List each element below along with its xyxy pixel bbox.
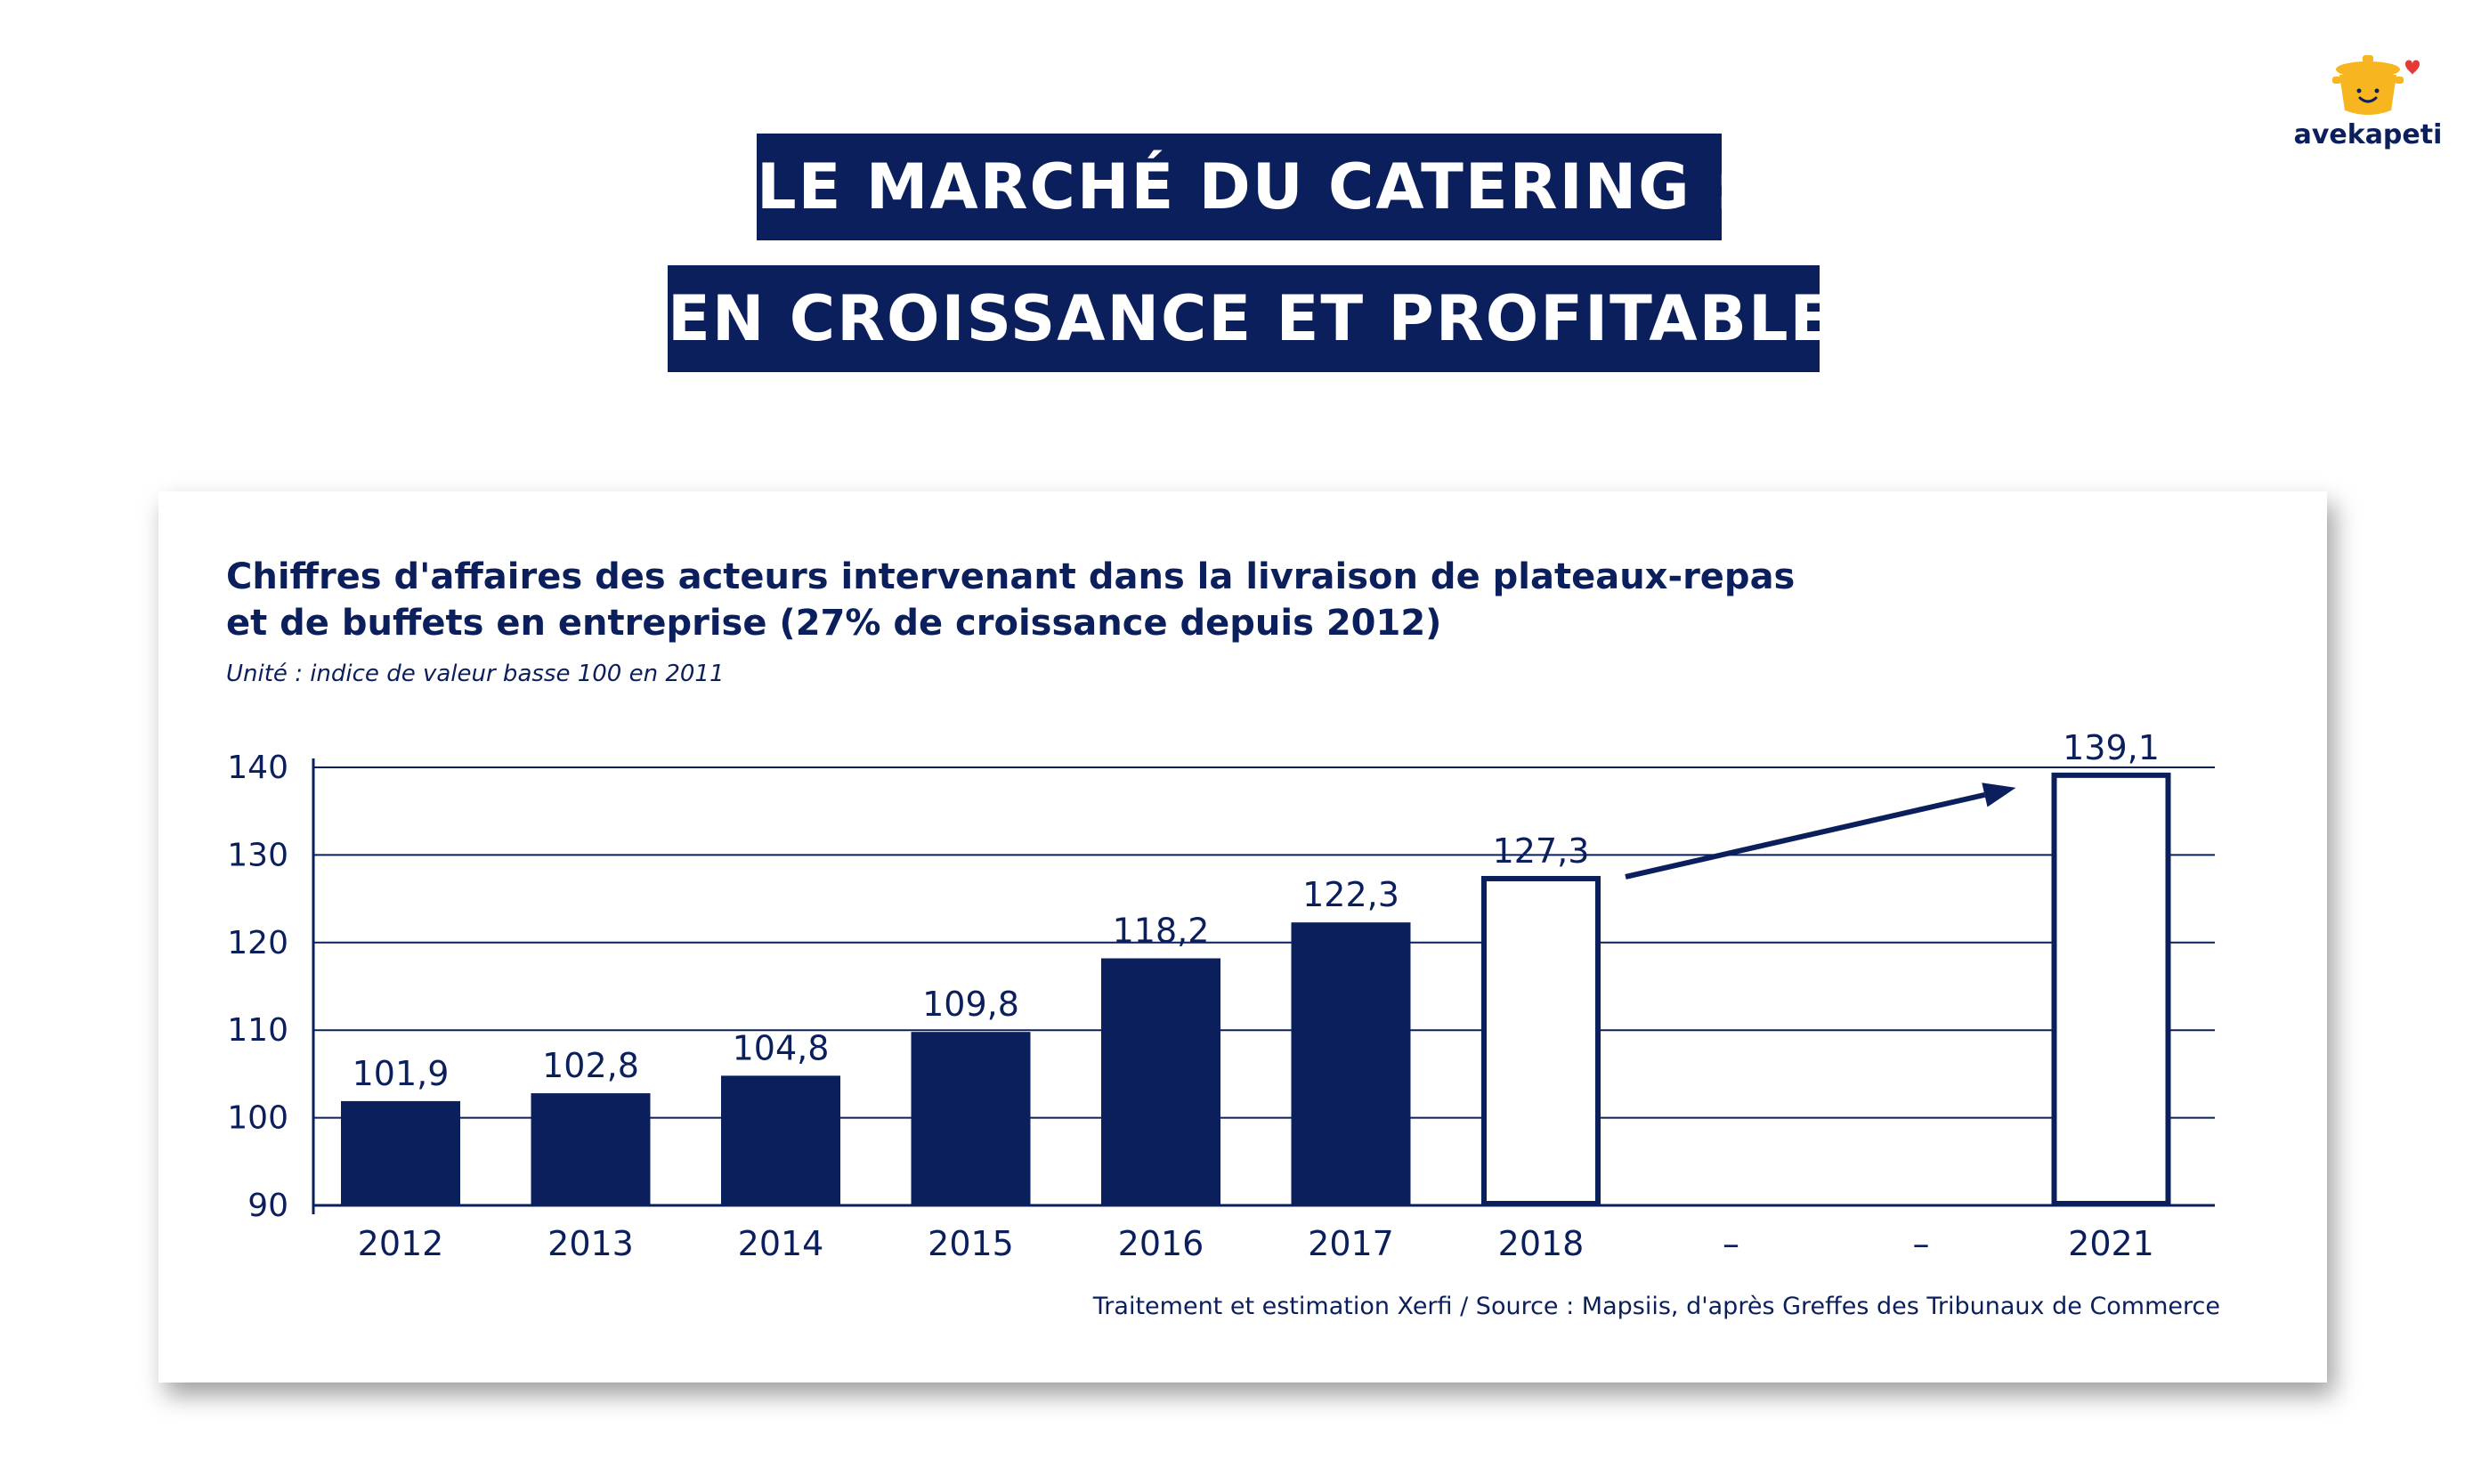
x-tick-label: 2012 (358, 1224, 444, 1263)
data-label: 109,8 (922, 985, 1019, 1024)
growth-arrow-head (1982, 783, 2016, 807)
bar (341, 1100, 460, 1205)
brand-logo: avekapeti (2288, 45, 2448, 160)
bar (2051, 772, 2171, 1206)
chart-title: Chiffres d'affaires des acteurs interven… (226, 554, 1918, 646)
x-tick-label: 2021 (2068, 1224, 2154, 1263)
x-tick-label: 2016 (1118, 1224, 1204, 1263)
data-label: 101,9 (353, 1054, 450, 1093)
bar (1291, 922, 1411, 1205)
logo-text: avekapeti (2293, 119, 2443, 150)
chart-source: Traitement et estimation Xerfi / Source … (1092, 1293, 2220, 1320)
y-tick-label: 130 (227, 837, 288, 873)
bar (1101, 958, 1220, 1205)
bar (721, 1075, 840, 1205)
chart-title-line-1: Chiffres d'affaires des acteurs interven… (226, 556, 1796, 597)
data-label: 122,3 (1302, 875, 1399, 914)
y-tick-label: 100 (227, 1100, 288, 1137)
x-tick-label: 2014 (738, 1224, 824, 1263)
x-tick-label: – (1913, 1224, 1930, 1263)
y-tick-label: 120 (227, 925, 288, 961)
y-tick-label: 90 (247, 1188, 288, 1224)
bar (911, 1032, 1031, 1205)
chart-card: Chiffres d'affaires des acteurs interven… (158, 491, 2327, 1383)
pot-icon (2332, 55, 2420, 115)
data-label: 102,8 (542, 1046, 639, 1085)
chart-subtitle: Unité : indice de valeur basse 100 en 20… (226, 661, 725, 687)
y-tick-label: 140 (227, 750, 288, 786)
x-tick-label: 2013 (547, 1224, 634, 1263)
title-banner-line-1: LE MARCHÉ DU CATERING : (757, 134, 1739, 240)
data-label: 118,2 (1113, 912, 1210, 951)
x-tick-label: 2017 (1308, 1224, 1394, 1263)
y-tick-label: 110 (227, 1012, 288, 1049)
bar (531, 1093, 651, 1205)
x-tick-label: 2015 (928, 1224, 1014, 1263)
bar-chart: 90 100 110 120 130 140 101,9 2012 102,8 2013 104,8… (227, 728, 2215, 1263)
title-banner-line-2: EN CROISSANCE ET PROFITABLE (668, 265, 1832, 372)
x-tick-label: – (1723, 1224, 1739, 1263)
data-label: 104,8 (733, 1028, 830, 1067)
bar (1481, 875, 1601, 1206)
chart-title-line-2: et de buffets en entreprise (27% de croi… (226, 603, 1442, 644)
title-line-1: LE MARCHÉ DU CATERING : (757, 150, 1742, 223)
title-line-2: EN CROISSANCE ET PROFITABLE (668, 282, 1835, 355)
data-label: 139,1 (2063, 728, 2160, 767)
growth-arrow-line (1625, 791, 1986, 880)
x-tick-label: 2018 (1498, 1224, 1585, 1263)
data-label: 127,3 (1493, 831, 1590, 871)
